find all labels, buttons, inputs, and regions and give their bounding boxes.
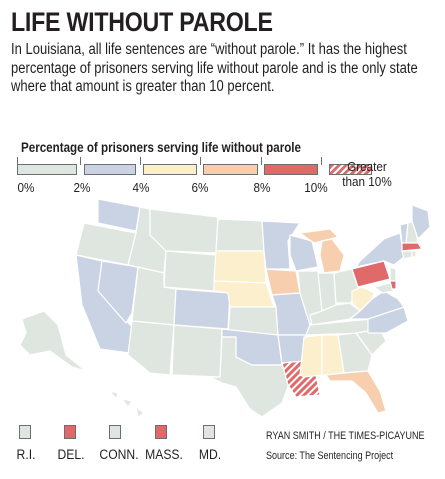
legend-swatch-greater: [329, 164, 372, 175]
state-new-york: [355, 232, 405, 268]
legend-swatch-6-8: [203, 164, 258, 175]
legend-tick-label: 2%: [73, 180, 91, 195]
state-colorado: [173, 288, 231, 330]
state-wyoming: [163, 250, 217, 292]
legend-swatch-8-10: [264, 164, 318, 175]
small-state-swatch-mass: [155, 425, 167, 439]
graphic-description: In Louisiana, all life sentences are “wi…: [11, 41, 418, 95]
state-michigan-up: [299, 228, 339, 244]
state-hawaii: [109, 390, 145, 418]
small-state-label: R.I.: [16, 447, 36, 462]
legend-tick: [321, 157, 322, 165]
legend-swatch-2-4: [84, 164, 136, 175]
state-delaware: [389, 280, 397, 290]
legend-tick: [80, 157, 81, 165]
state-michigan: [319, 238, 345, 274]
state-west-virginia: [351, 286, 375, 312]
legend-tick: [261, 157, 262, 165]
legend-tick-label: 8%: [253, 180, 271, 195]
legend-tick-label: 4%: [132, 180, 150, 195]
state-maryland: [373, 282, 395, 294]
small-state-label: DEL.: [57, 447, 85, 462]
state-massachusetts: [401, 242, 423, 252]
small-state-swatch-conn: [109, 425, 121, 439]
legend-greater-label: Greater than 10%: [342, 159, 392, 189]
small-state-swatch-ri: [19, 425, 31, 439]
state-arizona: [127, 320, 175, 376]
legend-tick-label: 0%: [17, 180, 35, 195]
state-washington: [97, 198, 141, 232]
legend-tick: [200, 157, 201, 165]
state-rhode-island: [411, 250, 417, 258]
state-montana: [149, 208, 219, 254]
legend-tick: [140, 157, 141, 165]
small-state-swatch-del: [64, 425, 76, 439]
credit-line: RYAN SMITH / THE TIMES-PICAYUNE: [266, 430, 425, 442]
state-wisconsin: [289, 234, 319, 272]
state-south-dakota: [213, 250, 267, 284]
small-state-swatch-md: [203, 425, 215, 439]
graphic-title: LIFE WITHOUT PAROLE: [11, 7, 273, 37]
state-connecticut: [401, 250, 413, 260]
state-mississippi: [299, 334, 323, 378]
state-north-dakota: [215, 218, 265, 252]
state-alaska: [19, 310, 87, 372]
legend-tick: [17, 157, 18, 165]
legend-title: Percentage of prisoners serving life wit…: [21, 140, 301, 155]
small-state-label: MD.: [198, 447, 222, 462]
state-texas: [209, 336, 291, 418]
legend-tick-label: 10%: [304, 180, 328, 195]
state-florida: [325, 370, 387, 414]
state-maine: [411, 204, 431, 240]
small-state-label: MASS.: [145, 447, 183, 462]
legend-swatch-0-2: [17, 164, 77, 175]
us-choropleth-map: [19, 198, 431, 418]
state-iowa: [265, 268, 301, 296]
source-line: Source: The Sentencing Project: [266, 450, 394, 462]
state-minnesota: [261, 220, 301, 270]
small-state-label: CONN.: [99, 447, 139, 462]
legend-tick-label: 6%: [191, 180, 209, 195]
legend-swatch-4-6: [143, 164, 197, 175]
state-georgia: [337, 332, 373, 374]
state-new-mexico: [171, 324, 223, 378]
